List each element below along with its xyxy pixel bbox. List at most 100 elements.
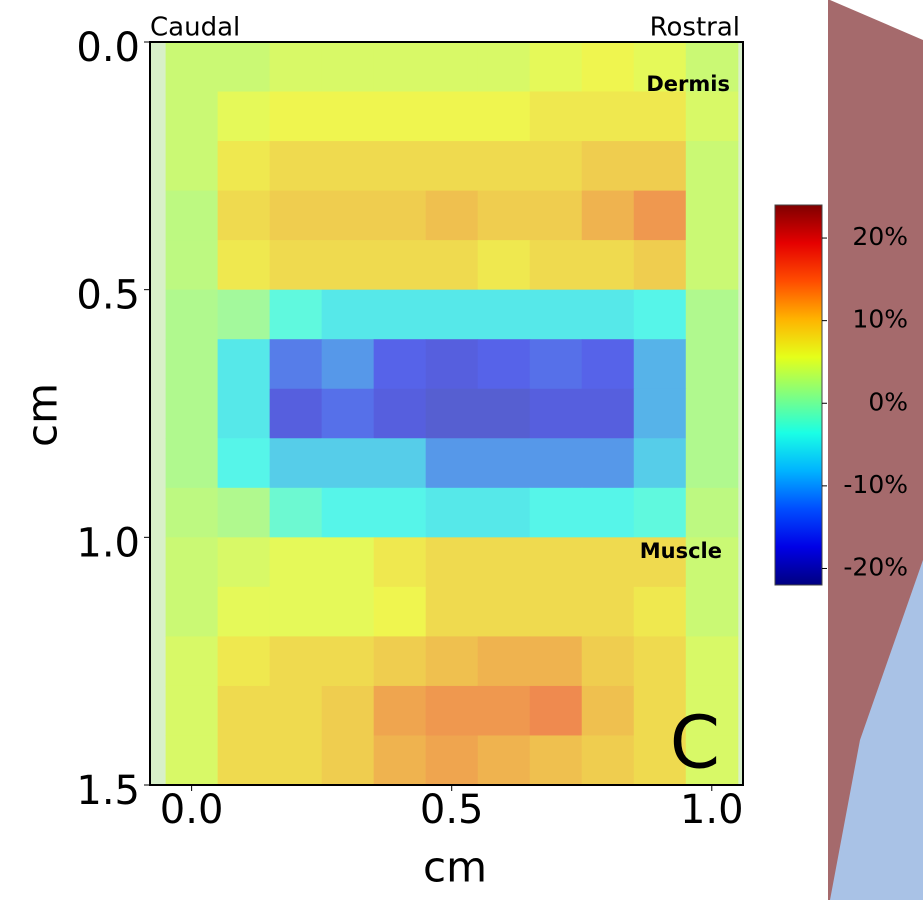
heat-cell <box>633 438 687 489</box>
heat-cell <box>165 735 219 786</box>
heat-cell <box>581 438 635 489</box>
heat-cell <box>477 685 531 736</box>
heat-cell <box>269 636 323 687</box>
heat-cell <box>685 636 739 687</box>
heat-cell <box>165 240 219 291</box>
heat-cell <box>269 190 323 241</box>
heat-cell <box>425 685 479 736</box>
heat-cell <box>425 91 479 142</box>
heat-cell <box>529 42 583 93</box>
heat-cell <box>685 91 739 142</box>
heat-cell <box>165 537 219 588</box>
heat-cell <box>529 438 583 489</box>
heat-cell <box>685 141 739 192</box>
heat-cell <box>425 141 479 192</box>
annotation: Dermis <box>646 72 730 96</box>
heat-cell <box>425 586 479 637</box>
heat-cell <box>425 289 479 340</box>
heat-cell <box>321 339 375 390</box>
heat-cell <box>477 487 531 538</box>
colorbar-tick-label: -20% <box>843 552 908 581</box>
heat-cell <box>165 91 219 142</box>
heat-cell <box>165 190 219 241</box>
heat-cell <box>217 388 271 439</box>
heat-cell <box>477 388 531 439</box>
annotation: C <box>670 701 720 785</box>
heat-cell <box>477 636 531 687</box>
heat-cell <box>633 190 687 241</box>
annotation: Caudal <box>150 13 240 43</box>
heat-cell <box>269 735 323 786</box>
heat-cell <box>321 190 375 241</box>
heat-cell <box>477 438 531 489</box>
heat-cell <box>633 487 687 538</box>
heat-cell <box>373 388 427 439</box>
heat-cell <box>633 586 687 637</box>
heat-cell <box>269 487 323 538</box>
heat-cell <box>373 685 427 736</box>
heat-cell <box>165 685 219 736</box>
heat-cell <box>529 141 583 192</box>
annotation: Rostral <box>650 13 740 43</box>
heat-cell <box>425 240 479 291</box>
heat-cell <box>321 586 375 637</box>
heat-cell <box>269 42 323 93</box>
heat-cell <box>321 685 375 736</box>
heat-cell <box>477 735 531 786</box>
heat-cell <box>581 240 635 291</box>
heat-cell <box>269 141 323 192</box>
heat-cell <box>477 141 531 192</box>
heat-cell <box>685 190 739 241</box>
heat-cell <box>373 537 427 588</box>
heat-cell <box>425 735 479 786</box>
heat-cell <box>581 487 635 538</box>
heat-cell <box>217 42 271 93</box>
heat-cell <box>425 438 479 489</box>
heat-cell <box>269 91 323 142</box>
heat-cell <box>633 339 687 390</box>
heat-cell <box>165 586 219 637</box>
heat-cell <box>269 388 323 439</box>
heat-cell <box>529 735 583 786</box>
heat-cell <box>269 438 323 489</box>
colorbar-tick-label: 20% <box>852 222 908 251</box>
heat-cell <box>529 586 583 637</box>
heat-cell <box>685 388 739 439</box>
heat-cell <box>217 537 271 588</box>
heat-cell <box>321 289 375 340</box>
heat-cell <box>633 141 687 192</box>
heat-cell <box>321 42 375 93</box>
heat-cell <box>633 388 687 439</box>
heat-cell <box>373 91 427 142</box>
heat-cell <box>685 586 739 637</box>
heat-cell <box>217 735 271 786</box>
colorbar <box>774 204 823 586</box>
heat-cell <box>269 685 323 736</box>
heat-cell <box>685 487 739 538</box>
heat-cell <box>373 636 427 687</box>
heat-cell <box>321 141 375 192</box>
heat-cell <box>529 91 583 142</box>
heat-cell <box>373 438 427 489</box>
heat-cell <box>529 636 583 687</box>
heat-cell <box>321 388 375 439</box>
x-tick-label: 1.0 <box>680 787 744 833</box>
annotation: Muscle <box>640 539 722 563</box>
heat-cell <box>425 537 479 588</box>
x-tick-label: 0.5 <box>420 787 484 833</box>
heat-cell <box>373 735 427 786</box>
heat-cell <box>477 586 531 637</box>
heat-cell <box>321 438 375 489</box>
heat-cell <box>425 42 479 93</box>
heat-cell <box>633 537 687 588</box>
colorbar-tick-label: 0% <box>868 387 908 416</box>
heat-cell <box>529 388 583 439</box>
heat-cell <box>529 685 583 736</box>
heat-cell <box>529 289 583 340</box>
heat-cell <box>529 339 583 390</box>
heat-cell <box>165 636 219 687</box>
heat-cell <box>269 339 323 390</box>
y-tick-label: 1.0 <box>76 520 140 566</box>
heat-cell <box>165 438 219 489</box>
